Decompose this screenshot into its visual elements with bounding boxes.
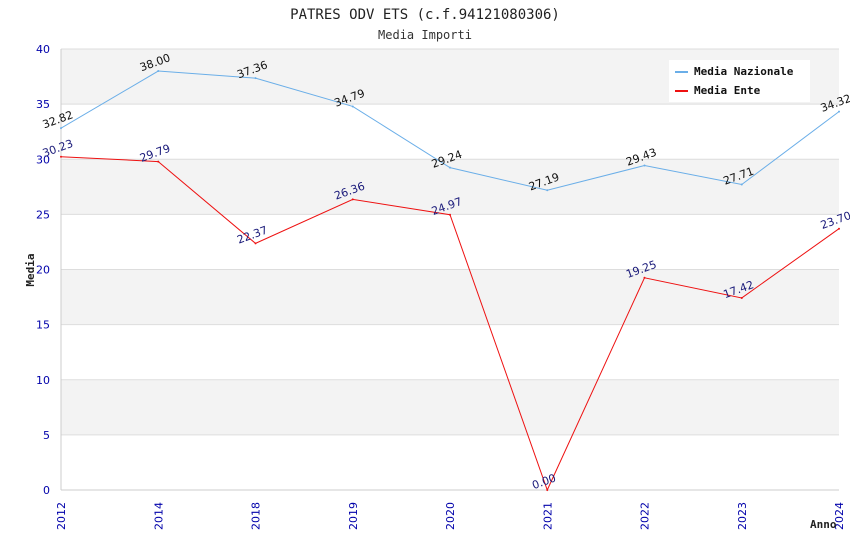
- data-point: [838, 110, 840, 113]
- y-axis-label: Media: [24, 253, 37, 286]
- data-point: [351, 105, 354, 108]
- data-point: [157, 160, 160, 163]
- x-axis-ticks: 2012 2014 2018 2019 2020 2021 2022 2023 2024: [55, 502, 846, 530]
- data-point: [643, 276, 646, 279]
- plot-background-bands: [61, 49, 839, 490]
- x-tick-label: 2021: [541, 502, 554, 530]
- y-tick-label: 30: [36, 153, 50, 166]
- y-tick-label: 15: [36, 319, 50, 332]
- data-point: [740, 183, 743, 186]
- data-point: [60, 127, 62, 130]
- y-tick-label: 40: [36, 43, 50, 56]
- x-tick-label: 2024: [833, 502, 846, 530]
- axes: [60, 49, 839, 491]
- x-tick-label: 2022: [639, 502, 652, 530]
- chart-title: PATRES ODV ETS (c.f.94121080306): [290, 7, 560, 23]
- data-point: [740, 296, 743, 299]
- background-band: [61, 269, 839, 325]
- data-point: [254, 242, 257, 245]
- x-tick-label: 2019: [347, 502, 360, 530]
- data-point: [449, 166, 451, 169]
- y-tick-label: 35: [36, 98, 50, 111]
- y-tick-label: 25: [36, 208, 50, 221]
- background-band: [61, 324, 839, 380]
- data-point: [60, 155, 62, 158]
- x-tick-label: 2014: [152, 502, 165, 530]
- x-tick-label: 2012: [55, 502, 68, 530]
- x-tick-label: 2023: [736, 502, 749, 530]
- chart-subtitle: Media Importi: [378, 28, 472, 42]
- x-axis-label: Anno: [810, 518, 837, 531]
- data-point: [449, 213, 451, 216]
- data-point: [254, 77, 257, 80]
- y-tick-label: 5: [43, 429, 50, 442]
- background-band: [61, 104, 839, 160]
- x-tick-label: 2020: [444, 502, 457, 530]
- legend: Media Nazionale Media Ente: [669, 60, 810, 102]
- data-point: [643, 164, 646, 167]
- series-lines: [60, 70, 840, 492]
- data-point: [546, 489, 549, 491]
- data-point: [546, 189, 549, 192]
- legend-label-media-ente: Media Ente: [694, 84, 761, 97]
- y-tick-label: 0: [43, 484, 50, 497]
- x-tick-label: 2018: [250, 502, 263, 530]
- data-point: [157, 70, 160, 73]
- legend-box: [669, 60, 810, 102]
- data-point: [838, 227, 840, 230]
- background-band: [61, 434, 839, 490]
- background-band: [61, 214, 839, 270]
- data-point: [351, 198, 354, 201]
- y-axis-ticks: 0 5 10 15 20 25 30 35 40: [36, 43, 50, 497]
- legend-label-media-nazionale: Media Nazionale: [694, 65, 794, 78]
- background-band: [61, 379, 839, 435]
- y-tick-label: 20: [36, 264, 50, 277]
- y-tick-label: 10: [36, 374, 50, 387]
